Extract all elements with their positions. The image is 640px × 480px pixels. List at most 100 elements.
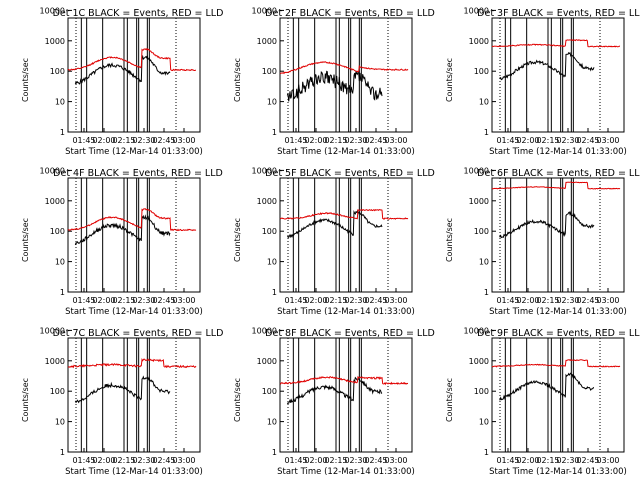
y-tick-label: 1000: [257, 37, 277, 46]
x-tick-label: 03:00: [384, 296, 407, 305]
x-tick-label: 02:30: [556, 456, 579, 465]
x-axis-label: Start Time (12-Mar-14 01:33:00): [489, 147, 627, 157]
x-tick-label: 02:00: [92, 456, 115, 465]
y-tick-label: 1000: [469, 37, 489, 46]
y-tick-label: 10: [479, 418, 489, 427]
x-axis-label: Start Time (12-Mar-14 01:33:00): [489, 467, 627, 477]
y-tick-label: 100: [262, 227, 277, 236]
y-tick-label: 100: [474, 227, 489, 236]
x-tick-label: 01:45: [496, 456, 519, 465]
x-tick-label: 02:30: [344, 296, 367, 305]
x-tick-label: 03:00: [172, 456, 195, 465]
y-tick-label: 10000: [252, 166, 277, 175]
y-axis-label: Counts/sec: [233, 378, 242, 422]
series-lld: [67, 357, 197, 369]
x-tick-label: 03:00: [384, 456, 407, 465]
x-tick-label: 02:15: [536, 296, 559, 305]
plot-frame: [67, 177, 201, 293]
y-tick-label: 10000: [40, 326, 65, 335]
y-tick-label: 1000: [469, 357, 489, 366]
panel-title: Det 8F BLACK = Events, RED = LLD: [265, 328, 435, 339]
y-tick-label: 100: [50, 227, 65, 236]
x-tick-label: 02:45: [152, 136, 175, 145]
y-tick-label: 10000: [464, 166, 489, 175]
y-tick-label: 100: [50, 387, 65, 396]
x-tick-label: 02:00: [516, 456, 539, 465]
y-tick-label: 1000: [45, 357, 65, 366]
x-tick-label: 02:00: [516, 136, 539, 145]
y-tick-label: 1000: [469, 197, 489, 206]
series-lld: [279, 61, 409, 75]
y-axis-label: Counts/sec: [445, 218, 454, 262]
y-tick-label: 10000: [252, 326, 277, 335]
plot-frame: [491, 177, 625, 293]
y-tick-label: 100: [262, 387, 277, 396]
x-axis-label: Start Time (12-Mar-14 01:33:00): [489, 307, 627, 317]
panel-title: Det 1C BLACK = Events, RED = LLD: [53, 8, 224, 19]
x-tick-label: 02:15: [536, 456, 559, 465]
y-tick-label: 1000: [45, 197, 65, 206]
x-tick-label: 03:00: [172, 296, 195, 305]
x-tick-label: 02:45: [576, 296, 599, 305]
y-tick-label: 100: [50, 67, 65, 76]
y-tick-label: 10000: [40, 6, 65, 15]
y-tick-label: 1: [484, 128, 489, 137]
panel-det-4: Det 4F BLACK = Events, RED = LLD 1 10 100 10…: [21, 166, 223, 317]
y-tick-label: 100: [262, 67, 277, 76]
panel-det-5: Det 5F BLACK = Events, RED = LLD 1 10 100 10…: [233, 166, 435, 317]
y-tick-label: 10000: [464, 6, 489, 15]
y-tick-label: 1000: [45, 37, 65, 46]
y-tick-label: 10: [267, 418, 277, 427]
y-axis-label: Counts/sec: [445, 58, 454, 102]
series-events: [499, 51, 595, 81]
y-tick-label: 1000: [257, 197, 277, 206]
panel-title: Det 3F BLACK = Events, RED = LLD: [477, 8, 640, 19]
panel-det-2: Det 2F BLACK = Events, RED = LLD 1 10 100 10…: [233, 6, 435, 157]
y-axis-label: Counts/sec: [445, 378, 454, 422]
y-tick-label: 1: [272, 448, 277, 457]
series-lld: [491, 39, 621, 48]
panel-det-9: Det 9F BLACK = Events, RED = LLD 1 10 100 10…: [445, 326, 640, 477]
panel-det-1: Det 1C BLACK = Events, RED = LLD 1 10 100 10…: [21, 6, 223, 157]
y-tick-label: 10: [55, 98, 65, 107]
x-tick-label: 02:30: [132, 136, 155, 145]
series-lld: [491, 358, 621, 368]
x-tick-label: 02:15: [112, 296, 135, 305]
x-tick-label: 02:00: [304, 456, 327, 465]
x-tick-label: 02:15: [324, 456, 347, 465]
y-tick-label: 10: [55, 418, 65, 427]
x-tick-label: 02:15: [536, 136, 559, 145]
x-tick-label: 02:45: [576, 136, 599, 145]
panel-title: Det 4F BLACK = Events, RED = LLD: [53, 168, 223, 179]
x-tick-label: 02:00: [304, 136, 327, 145]
x-axis-label: Start Time (12-Mar-14 01:33:00): [277, 467, 415, 477]
y-tick-label: 100: [474, 387, 489, 396]
x-tick-label: 02:30: [344, 456, 367, 465]
x-tick-label: 02:30: [344, 136, 367, 145]
x-tick-label: 01:45: [284, 456, 307, 465]
x-axis-label: Start Time (12-Mar-14 01:33:00): [65, 147, 203, 157]
series-lld: [67, 208, 197, 232]
x-tick-label: 02:45: [364, 456, 387, 465]
x-tick-label: 01:45: [72, 136, 95, 145]
series-lld: [279, 208, 409, 220]
x-tick-label: 01:45: [496, 136, 519, 145]
x-tick-label: 02:45: [364, 136, 387, 145]
x-tick-label: 01:45: [72, 296, 95, 305]
x-tick-label: 01:45: [72, 456, 95, 465]
x-tick-label: 02:15: [112, 136, 135, 145]
panel-title: Det 9F BLACK = Events, RED = LLD: [477, 328, 640, 339]
x-axis-label: Start Time (12-Mar-14 01:33:00): [277, 147, 415, 157]
x-tick-label: 02:15: [324, 136, 347, 145]
y-tick-label: 10: [267, 258, 277, 267]
y-axis-label: Counts/sec: [21, 378, 30, 422]
x-tick-label: 02:00: [92, 296, 115, 305]
panel-title: Det 6F BLACK = Events, RED = LLD: [477, 168, 640, 179]
x-tick-label: 03:00: [596, 296, 619, 305]
x-tick-label: 01:45: [284, 296, 307, 305]
x-tick-label: 02:00: [304, 296, 327, 305]
y-tick-label: 10000: [464, 326, 489, 335]
x-tick-label: 02:45: [364, 296, 387, 305]
y-tick-label: 10: [55, 258, 65, 267]
